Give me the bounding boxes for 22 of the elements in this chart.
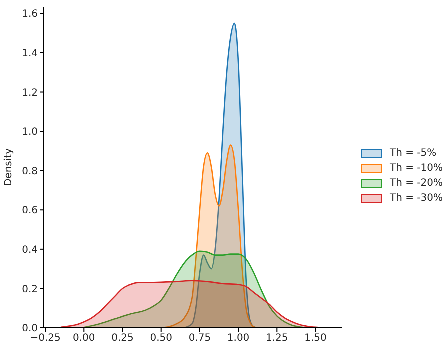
y-tick-label: 0.6 [22, 206, 38, 217]
y-tick-label: 1.6 [22, 9, 38, 20]
legend-label: Th = -20% [390, 178, 444, 189]
y-tick-label: 1.4 [22, 48, 38, 60]
x-tick-label: 0.50 [150, 333, 172, 344]
y-tick-label: 0.8 [22, 166, 38, 178]
x-tick-label: 1.00 [227, 333, 250, 344]
x-tick-label: 1.25 [266, 333, 288, 344]
y-axis-title: Density [4, 148, 15, 187]
legend-label: Th = -30% [390, 193, 444, 204]
x-tick-label: 0.00 [73, 333, 96, 344]
legend-label: Th = -10% [390, 163, 444, 174]
y-tick-label: 1.2 [22, 88, 38, 99]
legend-label: Th = -5% [390, 148, 437, 159]
x-tick-label: −0.25 [30, 333, 61, 344]
y-tick-label: 1.0 [22, 127, 38, 138]
x-tick-label: 0.25 [112, 333, 134, 344]
y-tick-label: 0.0 [22, 324, 38, 335]
x-tick-label: 1.50 [304, 333, 327, 344]
y-tick-label: 0.4 [22, 244, 38, 256]
x-tick-label: 0.75 [188, 333, 212, 344]
y-tick-label: 0.2 [22, 284, 38, 296]
